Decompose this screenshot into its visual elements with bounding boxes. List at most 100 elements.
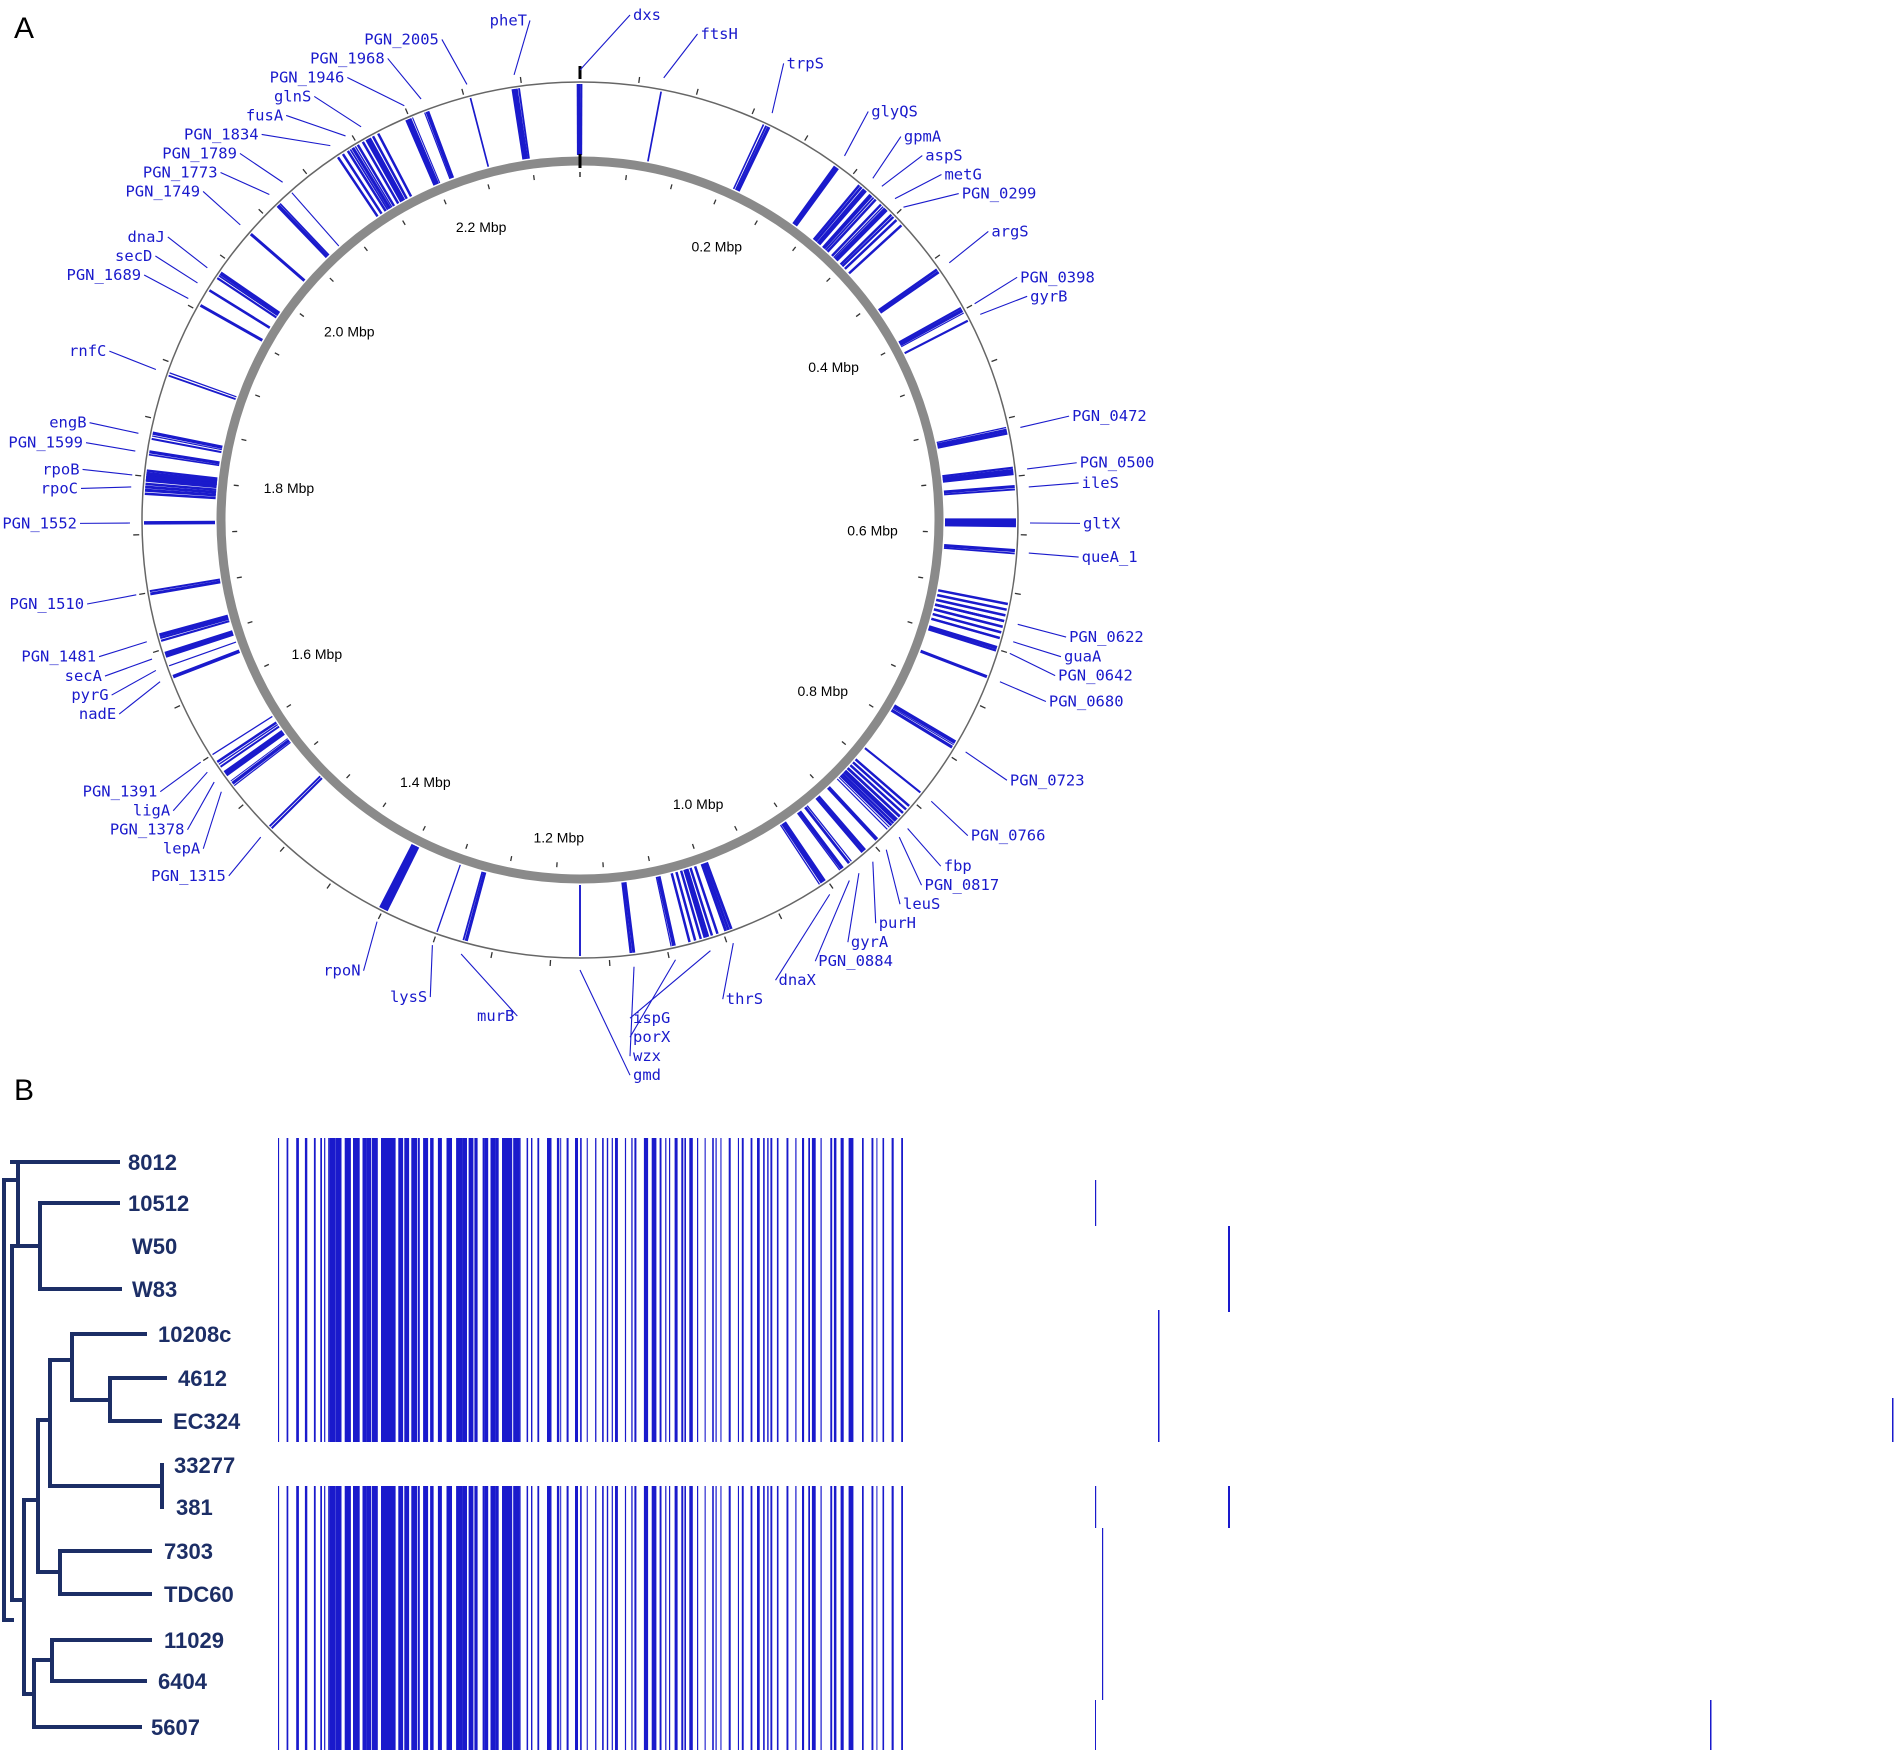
- gene-presence-line: [495, 1486, 499, 1750]
- gene-band: [464, 871, 487, 942]
- gene-band: [826, 198, 877, 253]
- gene-presence-line: [704, 1138, 706, 1442]
- gene-label-pgn-1689: PGN_1689: [66, 266, 141, 284]
- gene-band: [381, 844, 417, 910]
- gene-band: [146, 469, 218, 480]
- gene-band: [933, 608, 1004, 628]
- gene-presence-line: [1102, 1528, 1104, 1700]
- gene-band: [899, 308, 964, 347]
- gene-presence-line: [502, 1138, 506, 1442]
- gene-presence-line: [757, 1138, 760, 1442]
- gene-band: [852, 761, 907, 811]
- gene-label-pgn-0622: PGN_0622: [1069, 628, 1144, 646]
- gene-leader-line: [80, 486, 132, 490]
- gene-presence-line: [537, 1486, 540, 1750]
- gene-band: [932, 612, 1002, 634]
- gene-band: [900, 312, 965, 348]
- gene-presence-line: [631, 1138, 633, 1442]
- gene-presence-line: [631, 1486, 633, 1750]
- gene-band: [732, 124, 765, 190]
- gene-presence-line: [1095, 1180, 1097, 1226]
- gene-label-pyrg: pyrG: [71, 686, 108, 704]
- gene-leader-line: [579, 969, 631, 1076]
- gene-leader-line: [109, 350, 157, 371]
- inner-tick: [647, 855, 650, 862]
- gene-label-ftsh: ftsH: [700, 25, 737, 43]
- gene-presence-line: [383, 1486, 389, 1750]
- gene-presence-line: [398, 1138, 402, 1442]
- gene-leader-line: [187, 781, 215, 831]
- gene-presence-line: [665, 1486, 667, 1750]
- gene-presence-line: [757, 1486, 760, 1750]
- gene-presence-line: [468, 1486, 474, 1750]
- gene-presence-line: [547, 1138, 552, 1442]
- gene-band: [216, 277, 277, 319]
- gene-presence-line: [331, 1138, 336, 1442]
- gene-band: [208, 289, 271, 329]
- gene-leader-line: [220, 171, 270, 195]
- gene-band: [844, 219, 898, 270]
- gene-presence-line: [372, 1486, 378, 1750]
- gene-presence-line: [669, 1486, 671, 1750]
- mbp-label: 1.6 Mbp: [292, 646, 343, 662]
- gene-presence-line: [482, 1138, 485, 1442]
- mbp-label: 1.0 Mbp: [673, 796, 724, 812]
- gene-band: [736, 126, 771, 192]
- gene-band: [145, 479, 217, 489]
- gene-presence-line: [296, 1138, 299, 1442]
- gene-presence-line: [882, 1486, 885, 1750]
- inner-tick: [329, 277, 334, 283]
- gene-band: [656, 876, 676, 947]
- gene-label-thrs: thrS: [726, 990, 763, 1008]
- gene-label-dnax: dnaX: [779, 971, 817, 989]
- gene-band: [893, 704, 957, 744]
- gene-presence-line: [383, 1138, 389, 1442]
- gene-label-pgn-1834: PGN_1834: [184, 125, 259, 143]
- mbp-label: 1.2 Mbp: [533, 829, 584, 845]
- gene-label-pgn-1773: PGN_1773: [143, 163, 218, 181]
- gene-presence-line: [862, 1138, 864, 1442]
- gene-presence-line: [580, 1138, 582, 1442]
- gene-label-ispg: ispG: [633, 1009, 670, 1027]
- gene-leader-line: [313, 95, 362, 128]
- gene-band: [145, 482, 217, 491]
- gene-label-fbp: fbp: [944, 857, 972, 875]
- inner-tick: [532, 175, 535, 181]
- mbp-label: 2.0 Mbp: [324, 323, 375, 339]
- gene-leader-line: [261, 133, 331, 147]
- gene-presence-line: [830, 1138, 833, 1442]
- gene-presence-line: [344, 1138, 347, 1442]
- gene-presence-line: [712, 1486, 714, 1750]
- gene-presence-line: [615, 1486, 618, 1750]
- gene-band: [816, 188, 865, 244]
- gene-band: [169, 372, 237, 398]
- panel-b-letter: B: [14, 1074, 34, 1107]
- inner-tick: [625, 175, 628, 181]
- gene-presence-line: [575, 1486, 578, 1750]
- gene-leader-line: [847, 873, 860, 943]
- gene-band: [230, 738, 288, 782]
- gene-presence-line: [457, 1486, 463, 1750]
- outer-tick: [519, 76, 522, 84]
- gene-band: [844, 770, 898, 821]
- gene-label-quea-1: queA_1: [1082, 548, 1138, 566]
- gene-presence-line: [547, 1486, 552, 1750]
- inner-tick: [880, 352, 886, 356]
- gene-presence-line: [575, 1138, 578, 1442]
- gene-presence-line: [820, 1486, 822, 1750]
- gene-band: [936, 426, 1007, 444]
- gene-label-trps: trpS: [787, 54, 824, 72]
- inner-tick: [841, 740, 847, 746]
- inner-tick: [264, 663, 270, 668]
- outer-tick: [751, 108, 756, 115]
- gene-label-nade: nadE: [79, 705, 116, 723]
- inner-tick: [868, 704, 874, 708]
- gene-label-lepa: lepA: [163, 840, 201, 858]
- gene-presence-line: [665, 1138, 667, 1442]
- inner-tick: [233, 484, 239, 487]
- gene-band: [814, 186, 863, 243]
- gene-label-wzx: wzx: [633, 1047, 661, 1065]
- gene-presence-line: [412, 1138, 418, 1442]
- gene-band: [424, 112, 451, 180]
- gene-band: [366, 138, 404, 202]
